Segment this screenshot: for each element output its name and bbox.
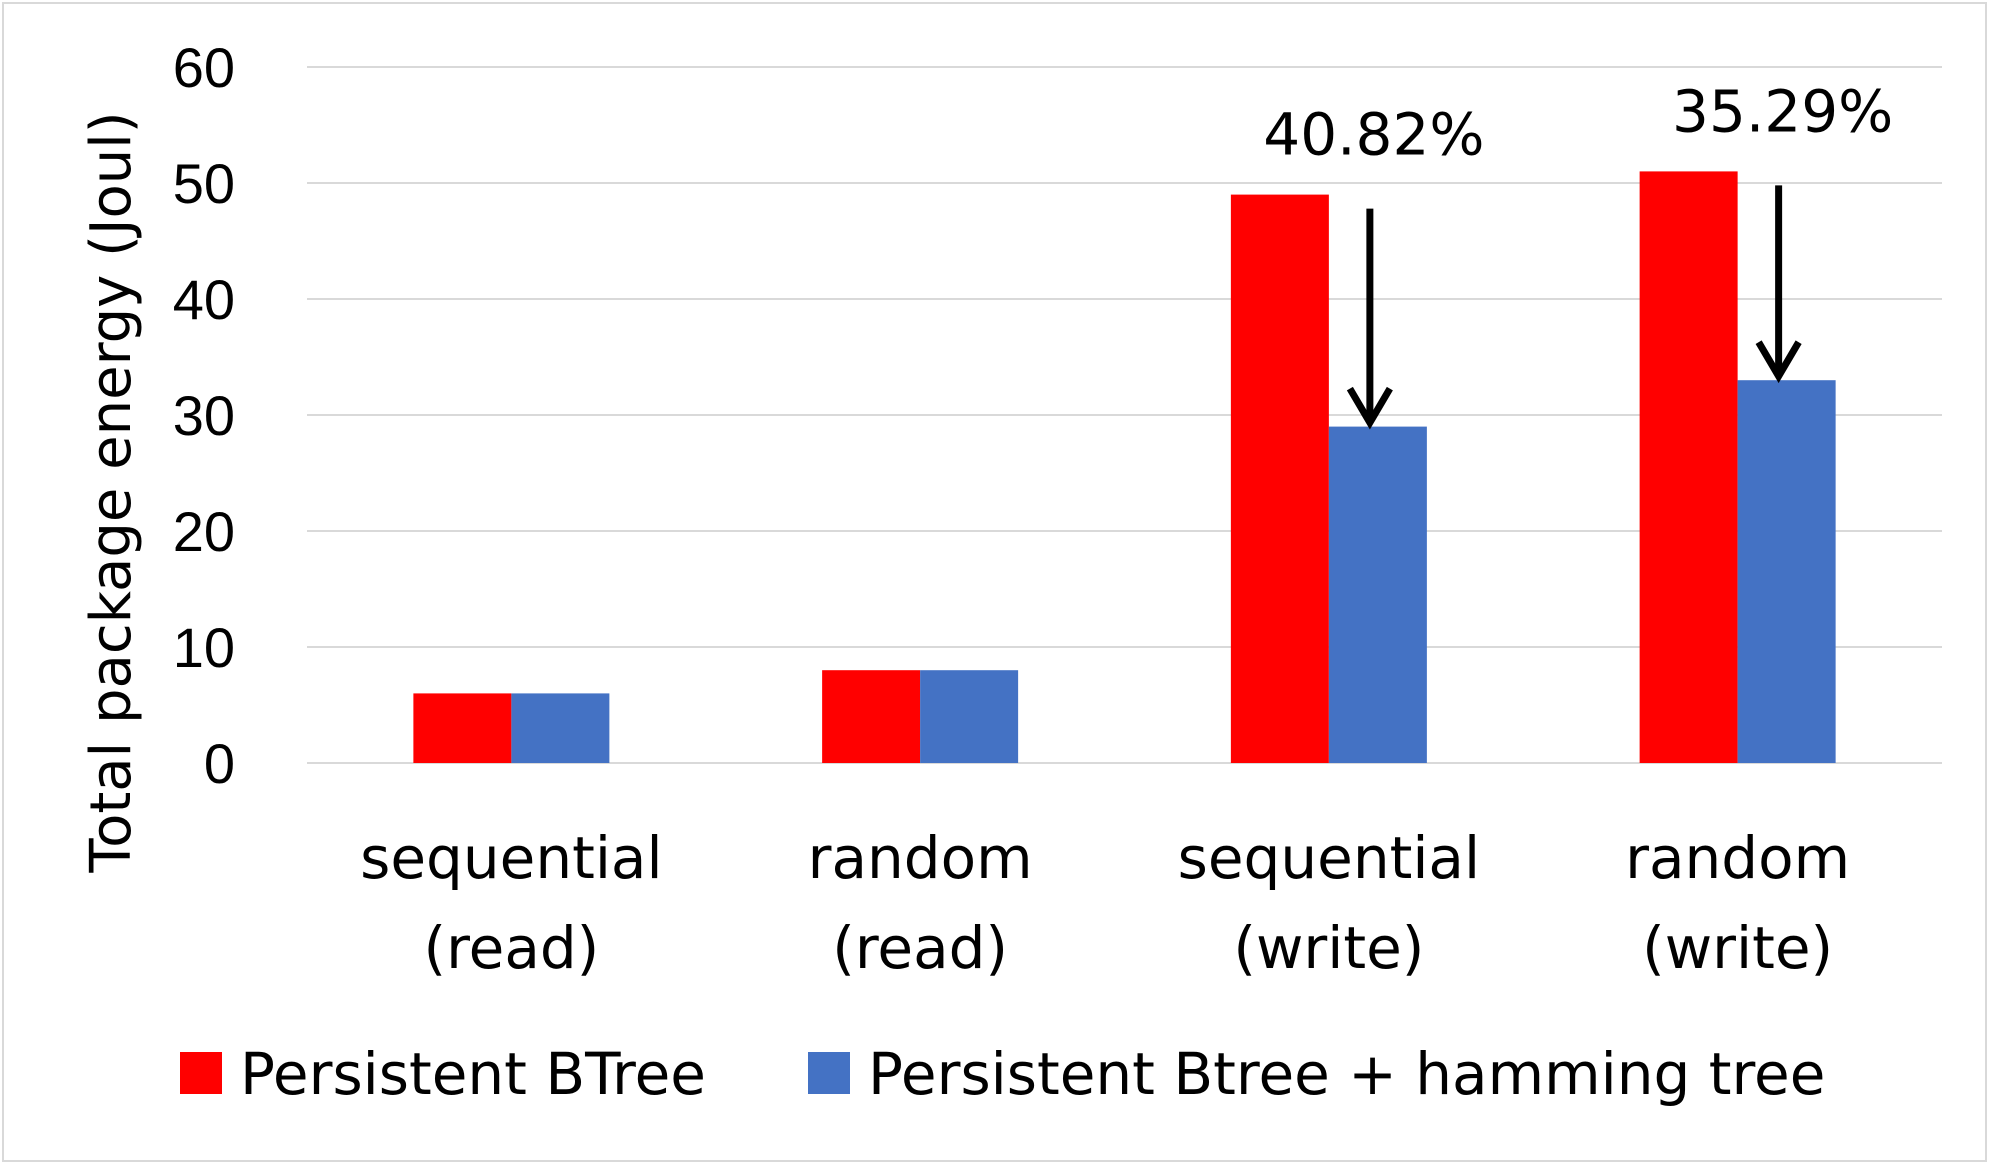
y-tick-label: 10 (173, 616, 235, 679)
bar-btree-3 (1639, 171, 1738, 763)
x-category-label: sequential (1178, 824, 1480, 892)
y-axis-title: Total package energy (Joul) (79, 111, 144, 873)
legend: Persistent BTree Persistent Btree + hammi… (180, 1040, 1825, 1108)
legend-swatch (180, 1052, 222, 1094)
legend-label: Persistent Btree + hamming tree (868, 1040, 1825, 1108)
y-tick-label: 0 (204, 732, 235, 795)
down-arrow-icon (1346, 386, 1393, 430)
y-tick-label: 40 (173, 268, 235, 331)
bar-btree-0 (413, 693, 512, 763)
y-tick-label: 20 (173, 500, 235, 563)
x-category-label: sequential (360, 824, 662, 892)
legend-swatch (808, 1052, 850, 1094)
y-tick-label: 60 (173, 36, 235, 99)
annotations: 40.82% 35.29% (1263, 77, 1893, 430)
y-axis-ticks: 0 10 20 30 40 50 60 (173, 36, 235, 795)
bars (413, 171, 1836, 764)
x-category-label: (write) (1642, 914, 1833, 982)
x-category-label: (write) (1233, 914, 1424, 982)
y-tick-label: 50 (173, 152, 235, 215)
bar-btree-2 (1230, 194, 1329, 764)
x-category-label: (read) (423, 914, 599, 982)
x-category-label: (read) (832, 914, 1008, 982)
y-tick-label: 30 (173, 384, 235, 447)
legend-label: Persistent BTree (240, 1040, 706, 1108)
bar-btree-hamming-2 (1328, 426, 1427, 763)
bar-btree-hamming-0 (511, 693, 610, 763)
bar-btree-1 (822, 670, 921, 763)
x-category-label: random (808, 824, 1033, 892)
down-arrow-icon (1755, 340, 1802, 384)
reduction-percent-label: 40.82% (1263, 101, 1484, 169)
x-category-label: random (1625, 824, 1850, 892)
reduction-percent-label: 35.29% (1672, 77, 1893, 145)
bar-btree-hamming-3 (1737, 380, 1836, 763)
bar-btree-hamming-1 (920, 670, 1019, 763)
x-axis-labels: sequential (read) random (read) sequential (w… (360, 824, 1850, 982)
